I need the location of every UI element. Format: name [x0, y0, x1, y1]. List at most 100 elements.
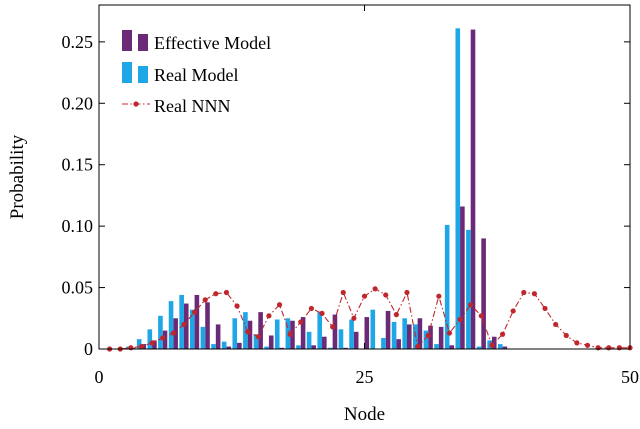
real-nnn-line — [109, 288, 630, 350]
real-model-bar — [370, 309, 376, 349]
legend-label: Effective Model — [154, 33, 271, 53]
real-model-bar — [423, 330, 429, 349]
effective-model-bar — [268, 335, 274, 349]
real-nnn-point — [351, 315, 357, 321]
effective-model-bar — [237, 342, 242, 349]
real-model-bar — [264, 346, 269, 349]
real-nnn-point — [415, 343, 421, 350]
real-nnn-point — [510, 308, 516, 314]
y-tick-label: 0.15 — [62, 155, 94, 175]
real-nnn-point — [616, 345, 622, 351]
y-tick-label: 0.20 — [62, 93, 94, 113]
effective-model-bar — [438, 326, 444, 349]
real-model-bar — [497, 344, 503, 349]
real-model-bar — [306, 331, 312, 349]
real-nnn-point — [170, 330, 176, 336]
real-model-bar — [168, 301, 174, 349]
real-nnn-point — [266, 313, 272, 319]
effective-model-bar — [460, 206, 465, 349]
real-model-bar — [243, 312, 248, 349]
real-nnn-point — [181, 321, 187, 328]
real-model-bar — [200, 326, 206, 349]
effective-model-bar — [152, 340, 157, 349]
real-model-bar — [381, 337, 386, 349]
x-tick-label: 50 — [621, 367, 639, 387]
real-model-bar — [444, 224, 450, 349]
real-nnn-point — [468, 302, 474, 308]
legend-swatch — [122, 62, 132, 83]
real-model-bar — [189, 309, 195, 349]
effective-model-bar — [258, 312, 263, 349]
real-nnn-point — [223, 289, 230, 296]
legend: Effective Model Real Model Real NNN — [122, 30, 271, 116]
effective-model-bar — [205, 302, 210, 349]
effective-model-bar — [428, 325, 433, 349]
x-tick-label: 0 — [95, 367, 104, 387]
effective-model-bar — [322, 336, 327, 349]
real-model-bar — [158, 315, 163, 349]
real-model-bar — [476, 346, 482, 349]
y-tick-label: 0.05 — [62, 278, 94, 298]
real-model-bar — [391, 321, 397, 349]
real-model-bar — [455, 28, 461, 349]
real-model-bar — [232, 318, 238, 349]
real-nnn-point — [446, 330, 453, 336]
real-nnn-point — [372, 286, 378, 292]
real-nnn-point — [574, 340, 580, 346]
effective-model-bar — [300, 317, 306, 349]
real-nnn-point — [330, 324, 336, 330]
real-model-bar — [434, 344, 439, 349]
real-nnn-point — [191, 309, 198, 315]
effective-model-bar — [470, 29, 476, 349]
real-nnn-point — [202, 297, 208, 303]
real-nnn-point — [308, 305, 314, 312]
legend-label: Real NNN — [154, 96, 230, 116]
real-model-bar — [349, 319, 354, 349]
real-model-bar — [296, 345, 301, 349]
y-tick-label: 0.25 — [62, 32, 94, 52]
real-nnn-point — [553, 321, 559, 328]
y-tick-label: 0.10 — [62, 216, 94, 236]
legend-swatch — [122, 30, 132, 51]
real-nnn-point — [245, 329, 251, 335]
real-model-bar — [338, 329, 344, 349]
effective-model-bar — [215, 324, 221, 349]
effective-model-bar — [311, 345, 316, 349]
real-model-bar — [402, 318, 407, 349]
x-tick-label: 25 — [356, 367, 374, 387]
real-nnn-point — [531, 291, 538, 297]
real-nnn-point — [160, 335, 166, 341]
real-nnn-point — [393, 312, 399, 318]
real-model-bar — [211, 344, 216, 349]
real-model-bar — [147, 329, 153, 349]
x-axis-label: Node — [344, 404, 385, 425]
legend-swatch — [138, 34, 148, 51]
real-model-bar — [253, 334, 259, 349]
axis-ticks: 0 25 50 0 0.05 0.10 0.15 0.20 0.25 — [62, 5, 639, 387]
effective-model-bar — [502, 346, 508, 349]
legend-label: Real Model — [154, 65, 238, 85]
real-nnn-point — [595, 345, 601, 351]
effective-model-bar — [162, 330, 168, 349]
effective-model-bar — [194, 294, 200, 349]
real-nnn-point — [138, 343, 145, 350]
real-nnn-point — [298, 319, 304, 325]
real-model-bar — [328, 347, 333, 349]
real-model-bar — [179, 294, 184, 349]
effective-model-bar — [491, 336, 497, 349]
effective-model-bar — [385, 310, 391, 349]
effective-model-bar — [343, 347, 348, 349]
effective-model-bar — [481, 238, 486, 349]
effective-model-bar — [332, 314, 338, 349]
real-nnn-point — [457, 316, 463, 323]
real-model-bar — [136, 339, 142, 349]
real-nnn-point — [404, 289, 410, 296]
real-model-bar — [274, 319, 280, 349]
real-nnn-point — [340, 289, 346, 296]
real-nnn-point — [542, 305, 548, 312]
real-nnn-point — [319, 310, 325, 316]
real-nnn-point — [361, 293, 368, 299]
effective-model-bar — [247, 320, 253, 349]
real-nnn-point — [234, 303, 240, 309]
